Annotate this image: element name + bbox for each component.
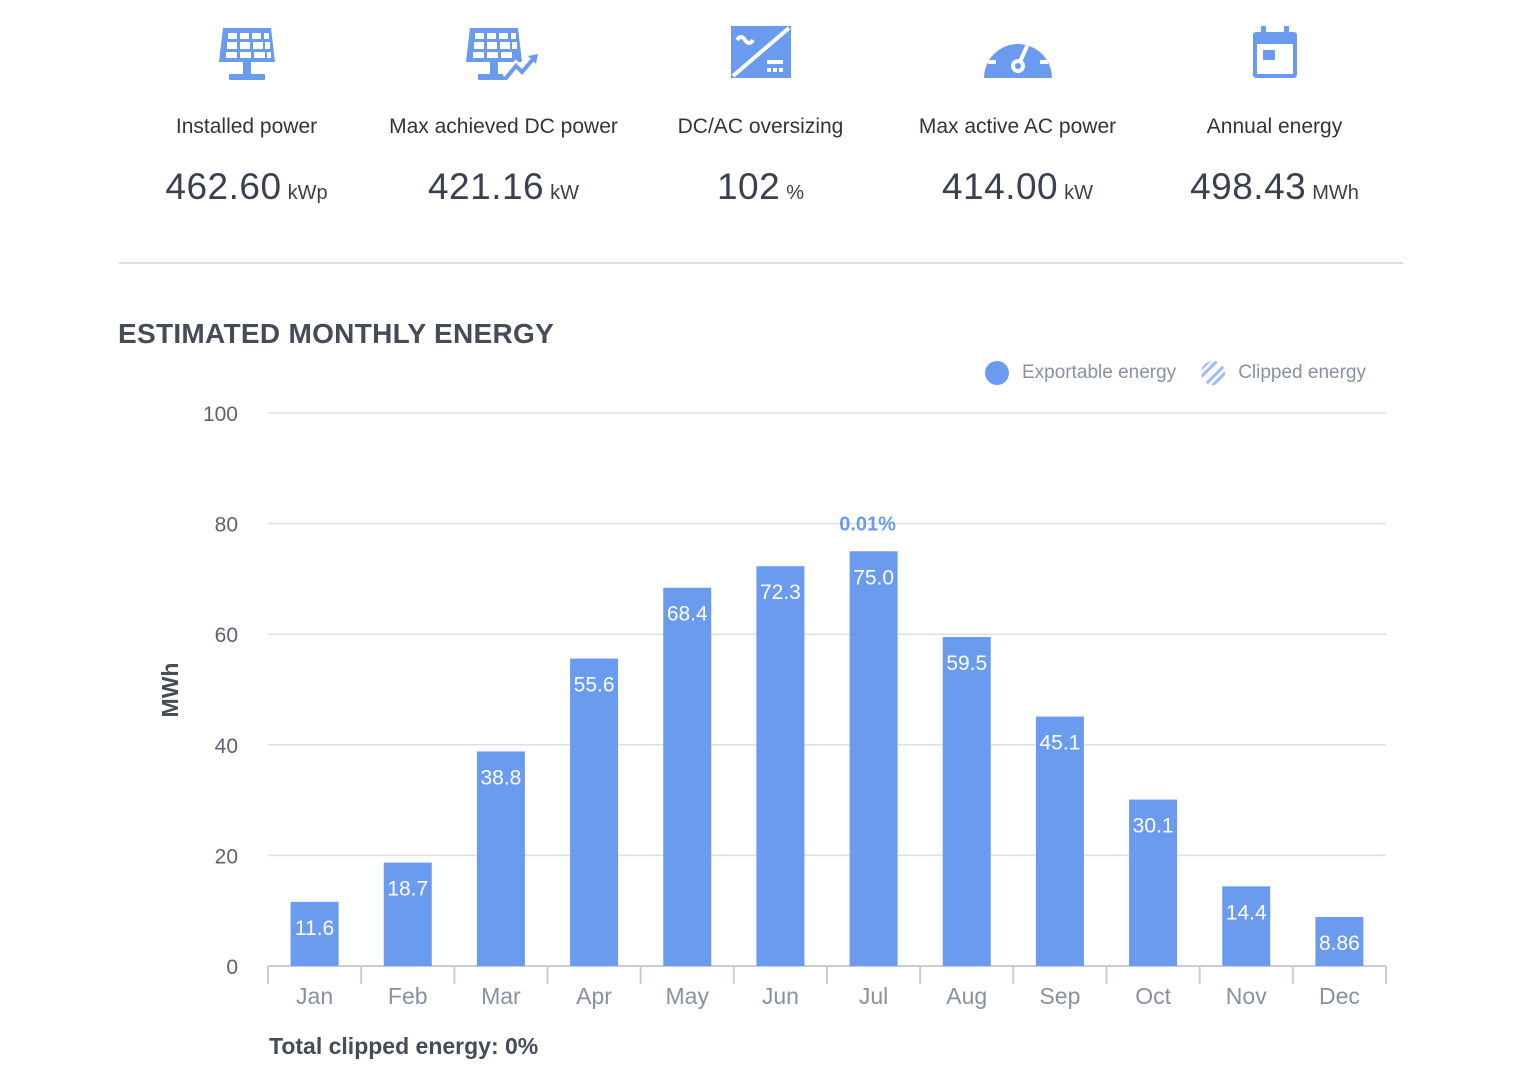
- clipped-annotation: 0.01%: [839, 513, 896, 535]
- kpi-value: 102: [716, 166, 781, 207]
- kpi-value: 462.60: [165, 166, 282, 207]
- x-tick-label: Oct: [1135, 983, 1171, 1009]
- legend-label: Exportable energy: [1021, 362, 1177, 383]
- bar-value-label: 14.4: [1226, 901, 1267, 924]
- y-tick-label: 0: [226, 956, 238, 979]
- legend-item-clipped[interactable]: Clipped energy: [1200, 360, 1366, 386]
- kpi-value-line: 102%: [632, 166, 889, 208]
- x-tick-label: Mar: [481, 983, 521, 1009]
- bar-value-label: 55.6: [574, 674, 615, 697]
- kpi-unit: kW: [550, 182, 580, 204]
- kpi-unit: MWh: [1312, 182, 1359, 204]
- kpi-value-line: 462.60 kWp: [118, 166, 375, 208]
- x-tick-label: Jul: [859, 983, 888, 1009]
- kpi-max-dc-power: Max achieved DC power 421.16 kW: [375, 0, 632, 230]
- bar-nov[interactable]: [1222, 886, 1271, 966]
- bar-aug[interactable]: [942, 636, 991, 966]
- bars: [290, 551, 1364, 966]
- legend-item-exportable[interactable]: Exportable energy: [984, 360, 1176, 386]
- kpi-label: DC/AC oversizing: [677, 115, 844, 138]
- x-tick-label: Nov: [1226, 983, 1267, 1009]
- dc-ac-converter-icon: [723, 22, 799, 86]
- kpi-dc-ac-oversizing: DC/AC oversizing 102%: [632, 0, 889, 230]
- bar-oct[interactable]: [1129, 799, 1178, 966]
- y-tick-label: 80: [215, 514, 238, 537]
- x-tick-label: May: [666, 983, 710, 1009]
- y-tick-label: 40: [215, 735, 238, 758]
- kpi-value: 414.00: [941, 166, 1059, 207]
- section-divider: [119, 262, 1403, 264]
- bar-value-label: 8.86: [1319, 932, 1360, 955]
- bar-chart: 0 20 40 60 80 100 11.6 Jan 18.7 Feb 38.8 Mar 55.6 Apr…: [157, 403, 1387, 1009]
- kpi-unit: %: [786, 182, 805, 204]
- labels: 0 20 40 60 80 100 11.6 Jan 18.7 Feb 38.8 Mar 55.6 Apr…: [203, 403, 1360, 1009]
- kpi-max-ac-power: Max active AC power 414.00 kW: [889, 0, 1146, 230]
- chart-title: ESTIMATED MONTHLY ENERGY: [118, 318, 555, 349]
- calendar-icon: [1237, 22, 1313, 86]
- kpi-unit: kW: [1064, 182, 1094, 204]
- kpi-value: 421.16: [427, 166, 545, 207]
- bar-feb[interactable]: [383, 862, 432, 966]
- kpi-label: Annual energy: [1206, 115, 1343, 138]
- bar-value-label: 11.6: [295, 917, 334, 940]
- x-tick-label: Aug: [946, 983, 987, 1009]
- legend-label: Clipped energy: [1238, 362, 1366, 383]
- bar-value-label: 30.1: [1133, 815, 1174, 838]
- bar-may[interactable]: [663, 587, 712, 966]
- solar-panel-icon: [209, 22, 285, 86]
- kpi-annual-energy: Annual energy 498.43 MWh: [1146, 0, 1403, 230]
- kpi-label: Installed power: [175, 115, 318, 138]
- legend-dot-icon: [984, 360, 1010, 386]
- kpi-label: Max active AC power: [918, 115, 1117, 138]
- bar-jul[interactable]: [849, 551, 898, 966]
- bar-apr[interactable]: [570, 658, 619, 966]
- x-tick-label: Sep: [1039, 983, 1080, 1009]
- kpi-installed-power: Installed power 462.60 kWp: [118, 0, 375, 230]
- bar-value-label: 72.3: [760, 581, 801, 604]
- legend-hatch-icon: [1200, 360, 1226, 386]
- y-tick-label: 60: [215, 624, 238, 647]
- bar-value-label: 68.4: [667, 603, 708, 626]
- y-tick-label: 20: [215, 845, 238, 868]
- bar-sep[interactable]: [1035, 716, 1084, 966]
- bar-value-label: 38.8: [480, 766, 521, 789]
- y-axis-label: MWh: [157, 663, 183, 718]
- bar-value-label: 59.5: [946, 652, 987, 675]
- x-tick-label: Dec: [1319, 983, 1360, 1009]
- solar-panel-trend-icon: [465, 22, 542, 86]
- x-tick-label: Jun: [762, 983, 799, 1009]
- x-tick-label: Feb: [388, 983, 428, 1009]
- total-clipped-energy: Total clipped energy: 0%: [269, 1033, 539, 1059]
- kpi-unit: kWp: [287, 182, 328, 204]
- bar-jun[interactable]: [756, 566, 805, 966]
- kpi-value-line: 414.00 kW: [889, 166, 1146, 208]
- y-tick-label: 100: [203, 403, 238, 426]
- kpi-value: 498.43: [1190, 166, 1307, 207]
- kpi-value-line: 498.43 MWh: [1146, 166, 1403, 208]
- x-tick-label: Jan: [296, 983, 333, 1009]
- bar-jan[interactable]: [290, 901, 339, 966]
- gauge-icon: [980, 22, 1056, 86]
- x-tick-label: Apr: [576, 983, 612, 1009]
- grid-lines: [268, 412, 1386, 857]
- chart-legend: Exportable energy Clipped energy: [960, 358, 1366, 388]
- kpi-row: Installed power 462.60 kWp Max achieved D…: [118, 0, 1404, 230]
- bar-value-label: 75.0: [853, 566, 894, 589]
- kpi-value-line: 421.16 kW: [375, 166, 632, 208]
- bar-value-label: 45.1: [1039, 732, 1080, 755]
- bar-dec[interactable]: [1315, 917, 1364, 966]
- bar-mar[interactable]: [476, 751, 525, 966]
- bar-value-label: 18.7: [387, 878, 428, 901]
- axes: [267, 965, 1387, 984]
- kpi-label: Max achieved DC power: [389, 115, 618, 138]
